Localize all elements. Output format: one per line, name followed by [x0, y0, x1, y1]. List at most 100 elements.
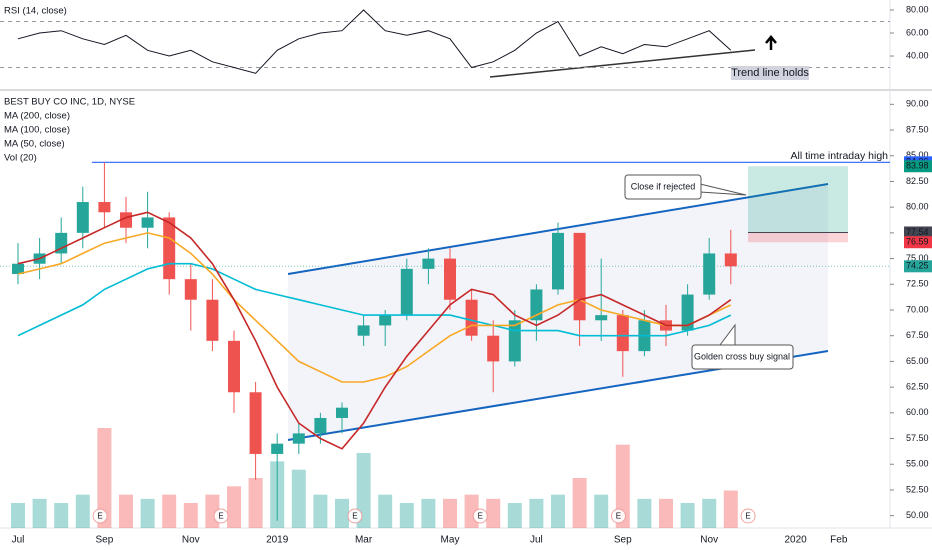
x-tick-label: Jul — [530, 535, 543, 546]
volume-bar — [594, 494, 609, 528]
candle-body — [357, 325, 370, 336]
volume-bar — [54, 503, 69, 528]
x-tick-label: Feb — [830, 535, 848, 546]
earnings-marker — [92, 508, 108, 524]
legend-entry: MA (50, close) — [4, 139, 65, 150]
x-tick-label: Sep — [614, 535, 632, 546]
volume-bar — [637, 498, 652, 528]
y-tick-label: 67.50 — [906, 330, 929, 340]
earnings-label: E — [745, 512, 750, 521]
candle-body — [444, 258, 456, 300]
volume-bar — [32, 498, 47, 528]
annotation: Trend line holds — [731, 67, 809, 79]
y-tick-label: 82.50 — [906, 176, 929, 186]
x-tick-label: 2019 — [266, 535, 289, 546]
candle-body — [703, 253, 716, 295]
volume-bar — [313, 494, 328, 528]
callout-pointer — [719, 323, 736, 346]
volume-bar — [443, 498, 457, 528]
ma-line — [17, 232, 732, 383]
price-label: 74.25 — [906, 261, 929, 271]
earnings-label: E — [478, 512, 483, 521]
volume-bar — [75, 494, 90, 528]
x-tick-label: 2020 — [784, 535, 807, 546]
volume-bar — [356, 453, 371, 528]
earnings-label: E — [97, 512, 102, 521]
candle-body — [573, 232, 586, 321]
y-tick-label: 60.00 — [906, 407, 929, 417]
rsi-title: RSI (14, close) — [4, 6, 67, 17]
candle-body — [141, 217, 154, 228]
candle-body — [530, 289, 543, 321]
volume-bar — [680, 503, 695, 528]
candle-body — [206, 299, 219, 341]
volume-bar — [421, 498, 436, 528]
candle-body — [508, 320, 521, 362]
candle-body — [314, 417, 327, 434]
candle-body — [422, 258, 435, 269]
earnings-label: E — [218, 512, 223, 521]
candle-body — [379, 315, 392, 326]
x-tick-label: Mar — [355, 535, 373, 546]
earnings-label: E — [352, 512, 357, 521]
volume-bar — [183, 503, 198, 528]
rsi-trend-line — [489, 49, 756, 78]
price-label: 83.98 — [906, 161, 929, 171]
candle-body — [336, 407, 348, 418]
channel-fill — [288, 184, 828, 440]
y-tick-label: 85.00 — [906, 150, 929, 160]
earnings-marker — [740, 508, 756, 524]
stop-zone — [748, 232, 848, 243]
y-tick-label: 60.00 — [906, 27, 929, 37]
candle-body — [55, 232, 68, 254]
candle-body — [616, 315, 629, 352]
x-tick-label: Sep — [96, 535, 114, 546]
volume-bar — [378, 494, 393, 528]
y-tick-label: 90.00 — [906, 99, 929, 109]
y-tick-label: 57.50 — [906, 433, 929, 443]
volume-bar — [227, 486, 241, 528]
callout-box — [691, 344, 794, 370]
y-tick-label: 75.00 — [906, 253, 929, 263]
up-arrow — [765, 35, 777, 50]
price-label-bg — [904, 226, 932, 239]
legend-entry: MA (100, close) — [4, 125, 70, 136]
volume-bar — [507, 503, 522, 528]
y-tick-label: 55.00 — [906, 459, 929, 469]
legend-entry: MA (200, close) — [4, 111, 70, 122]
candle-body — [681, 294, 694, 331]
y-tick-label: 40.00 — [906, 50, 929, 60]
y-tick-label: 72.50 — [906, 279, 929, 289]
candle-body — [465, 299, 478, 336]
y-tick-label: 62.50 — [906, 381, 929, 391]
volume-bar — [11, 503, 25, 528]
price-title: BEST BUY CO INC, 1D, NYSE — [4, 97, 135, 108]
earnings-marker — [472, 508, 488, 524]
candle-body — [184, 279, 197, 300]
earnings-marker — [347, 508, 363, 524]
earnings-label: E — [616, 512, 621, 521]
y-tick-label: 70.00 — [906, 304, 929, 314]
earnings-marker — [610, 508, 626, 524]
candle-body — [595, 315, 608, 321]
legend-entry: Vol (20) — [4, 153, 37, 164]
candle-body — [271, 443, 284, 454]
callout-box — [624, 174, 702, 200]
target-zone — [748, 166, 848, 233]
candle-body — [487, 335, 500, 362]
volume-bar — [97, 428, 112, 528]
price-label-bg — [904, 236, 932, 249]
volume-bar — [335, 498, 349, 528]
volume-bar — [529, 498, 544, 528]
candle-body — [724, 253, 737, 267]
earnings-marker — [213, 508, 229, 524]
x-tick-label: Nov — [700, 535, 718, 546]
y-tick-label: 80.00 — [906, 4, 929, 14]
callout-pointer — [699, 183, 747, 196]
y-tick-label: 80.00 — [906, 202, 929, 212]
volume-bar — [486, 498, 501, 528]
volume-bar — [119, 494, 133, 528]
volume-bar — [551, 494, 565, 528]
